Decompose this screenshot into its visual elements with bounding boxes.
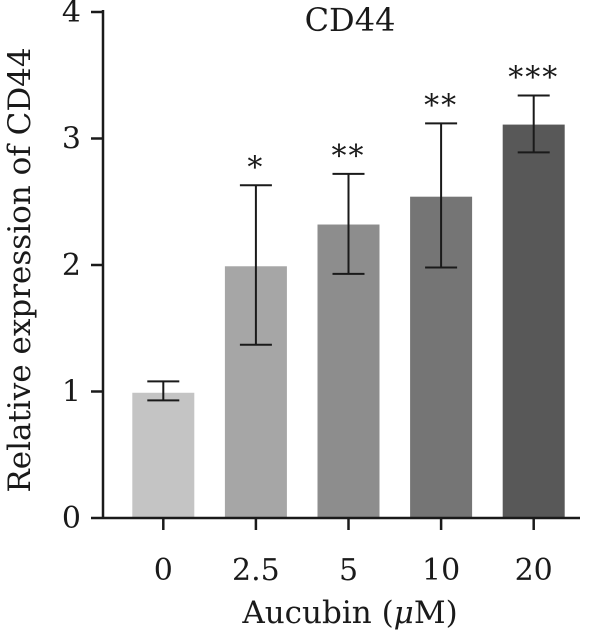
significance-label: **: [332, 139, 366, 174]
chart-title: CD44: [305, 1, 396, 39]
bar-20: [502, 124, 565, 519]
y-tick-label: 4: [62, 0, 81, 30]
x-axis-title-mu: μ: [394, 595, 414, 631]
y-tick-label: 1: [62, 375, 81, 410]
x-tick-label: 5: [339, 553, 358, 588]
y-tick-label: 2: [62, 248, 81, 283]
y-axis-title: Relative expression of CD44: [2, 47, 38, 492]
significance-label: **: [424, 88, 458, 123]
significance-label: ***: [508, 60, 559, 95]
x-axis-title-main: Aucubin (: [241, 595, 393, 631]
x-axis-title: Aucubin (μM): [241, 595, 457, 631]
x-axis-title-unit: M): [414, 595, 458, 631]
significance-label: *: [247, 150, 264, 185]
x-tick-label: 10: [422, 553, 460, 588]
bar-0: [132, 392, 195, 518]
x-tick-label: 0: [154, 553, 173, 588]
x-tick-label: 2.5: [232, 553, 280, 588]
significance-group: * *******: [247, 60, 559, 185]
error-bars-group: [147, 94, 550, 402]
x-tick-label: 20: [515, 553, 553, 588]
y-ticks-group: 0 1 2 3 4: [62, 0, 103, 536]
y-tick-label: 0: [62, 501, 81, 536]
x-ticks-group: 0 2.5 5 10 20: [154, 518, 553, 588]
y-tick-label: 3: [62, 122, 81, 157]
